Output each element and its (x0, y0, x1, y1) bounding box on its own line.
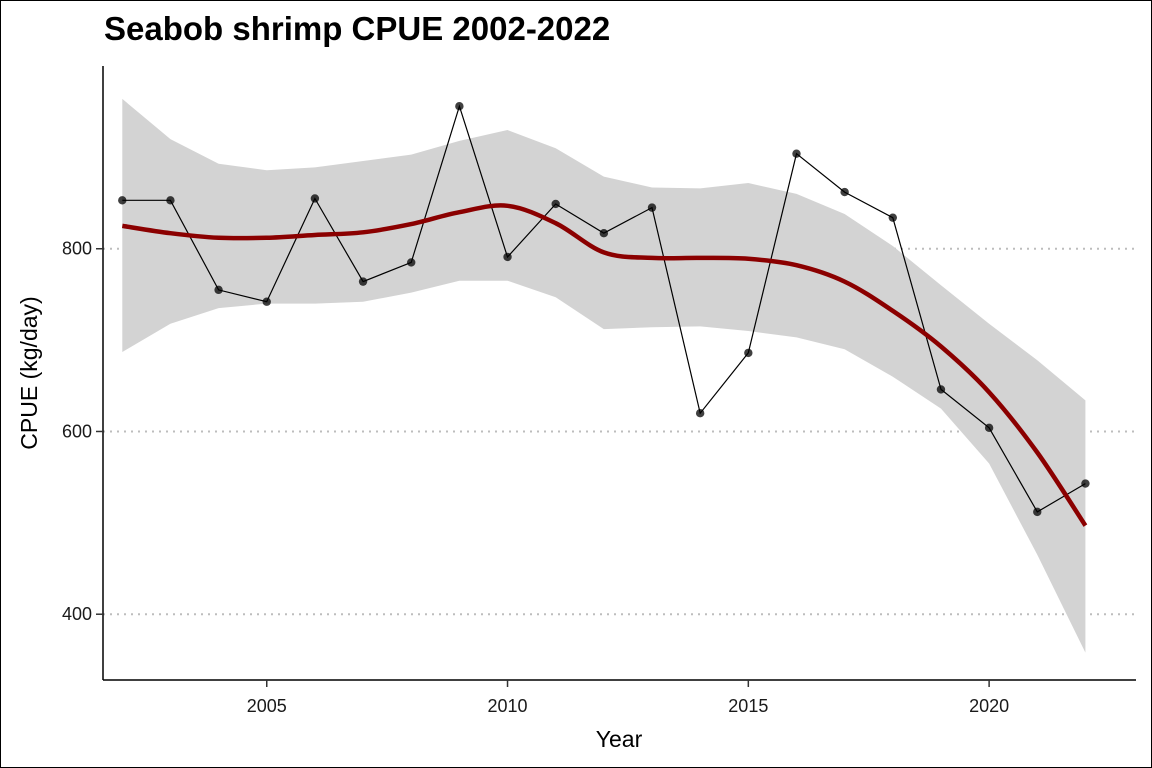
chart-title: Seabob shrimp CPUE 2002-2022 (104, 10, 611, 47)
data-point-2022 (1081, 479, 1090, 488)
smooth-series-group (121, 203, 1088, 527)
data-point-2002 (118, 196, 127, 205)
x-axis-title: Year (596, 726, 643, 752)
y-tick-label-800: 800 (62, 239, 92, 259)
data-point-2007 (358, 277, 368, 286)
data-point-2020 (984, 423, 994, 433)
confidence-band-group (122, 98, 1086, 653)
y-tick-label-600: 600 (62, 421, 92, 441)
y-tick-label-400: 400 (62, 604, 92, 624)
data-point-2011 (551, 199, 560, 209)
data-point-2016 (792, 149, 801, 158)
data-point-2008 (407, 258, 416, 267)
data-point-2014 (695, 409, 705, 418)
x-tick-label-2020: 2020 (969, 696, 1009, 716)
data-point-2004 (214, 285, 223, 295)
data-point-2003 (166, 196, 175, 205)
data-point-2005 (262, 297, 271, 306)
x-tick-label-2005: 2005 (247, 696, 287, 716)
data-point-2010 (503, 252, 512, 262)
data-point-2021 (1033, 507, 1042, 517)
smooth-line (121, 203, 1088, 527)
axes-group: 2005 2010 2015 2020 400 600 800 (62, 66, 1136, 716)
data-point-2013 (647, 203, 657, 212)
observed-series-group (118, 102, 1090, 517)
data-point-2019 (936, 385, 946, 394)
x-tick-label-2010: 2010 (488, 696, 528, 716)
y-axis-title: CPUE (kg/day) (16, 296, 42, 449)
data-point-2018 (888, 213, 897, 222)
data-point-2006 (310, 194, 320, 203)
data-point-2015 (744, 348, 753, 358)
confidence-band (122, 98, 1086, 653)
data-point-2009 (455, 102, 464, 111)
data-point-2012 (599, 229, 609, 238)
data-point-2017 (840, 187, 849, 197)
x-tick-label-2015: 2015 (728, 696, 768, 716)
